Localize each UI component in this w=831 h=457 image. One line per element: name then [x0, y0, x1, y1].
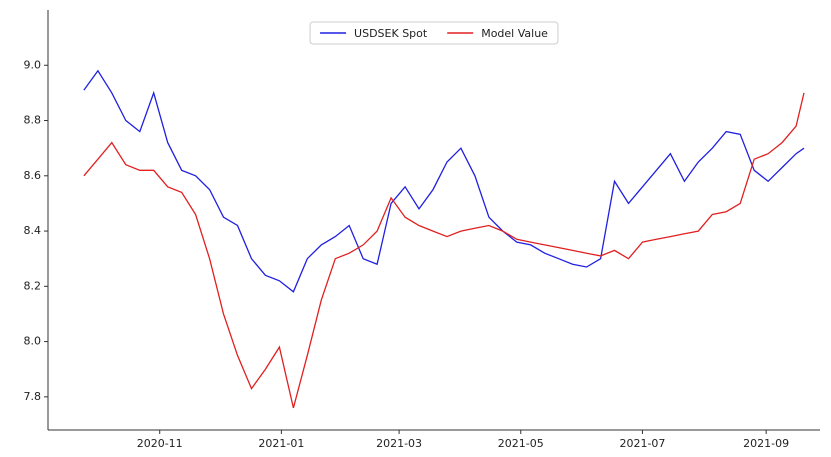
legend-label: USDSEK Spot: [354, 27, 428, 40]
x-tick-label: 2021-07: [619, 437, 665, 450]
x-tick-label: 2021-05: [498, 437, 544, 450]
line: [83, 92, 805, 409]
y-tick-label: 8.0: [24, 335, 42, 348]
x-tick-label: 2021-01: [258, 437, 304, 450]
legend-label: Model Value: [481, 27, 548, 40]
legend: USDSEK Spot Model Value: [309, 21, 559, 45]
y-tick-label: 8.8: [24, 114, 42, 127]
x-tick-label: 2021-03: [376, 437, 422, 450]
x-tick-label: 2020-11: [137, 437, 183, 450]
legend-box: [309, 21, 559, 45]
y-tick-label: 7.8: [24, 390, 42, 403]
line: [83, 69, 805, 293]
y-tick-label: 8.4: [24, 224, 42, 237]
y-tick-label: 8.2: [24, 279, 42, 292]
y-tick-label: 8.6: [24, 169, 42, 182]
y-tick-label: 9.0: [24, 58, 42, 71]
x-tick-label: 2021-09: [743, 437, 789, 450]
